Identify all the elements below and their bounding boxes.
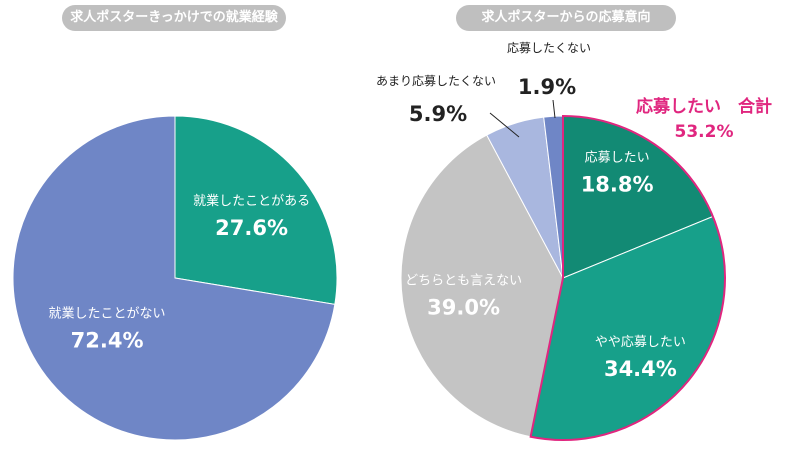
leader-line bbox=[489, 112, 520, 138]
pie-slice bbox=[400, 134, 564, 438]
combined-outline bbox=[529, 114, 726, 441]
left-chart-title: 求人ポスターきっかけでの就業経験 bbox=[62, 5, 286, 31]
slice-label: やや応募したい bbox=[595, 335, 686, 350]
slice-label: どちらとも言えない bbox=[405, 273, 522, 288]
slice-value: 5.9% bbox=[409, 102, 467, 126]
combined-annotation: 応募したい 合計 53.2% bbox=[529, 96, 772, 441]
slice-value: 18.8% bbox=[581, 172, 654, 196]
right-pie: 応募したい 18.8% やや応募したい 34.4% どちらとも言えない 39.0% あまり応… bbox=[376, 41, 726, 441]
slice-label: 就業したことがある bbox=[193, 193, 310, 209]
leader-line bbox=[552, 99, 556, 119]
slice-label: 応募したい bbox=[585, 150, 650, 165]
right-chart-title: 求人ポスターからの応募意向 bbox=[456, 5, 676, 31]
slice-value: 34.4% bbox=[604, 357, 677, 381]
slice-value: 39.0% bbox=[427, 295, 500, 319]
slice-label: あまり応募したくない bbox=[376, 74, 496, 88]
slice-value: 27.6% bbox=[215, 216, 288, 240]
slice-label: 応募したくない bbox=[507, 41, 591, 55]
slice-value: 72.4% bbox=[71, 329, 144, 353]
annotation-title: 応募したい 合計 bbox=[636, 96, 772, 117]
pie-slice bbox=[174, 115, 338, 305]
slice-value: 1.9% bbox=[518, 75, 576, 99]
left-pie: 就業したことがある 27.6% 就業したことがない 72.4% bbox=[12, 115, 338, 441]
annotation-value: 53.2% bbox=[675, 122, 734, 142]
slice-label: 就業したことがない bbox=[49, 306, 166, 322]
pie-slice bbox=[12, 115, 336, 441]
